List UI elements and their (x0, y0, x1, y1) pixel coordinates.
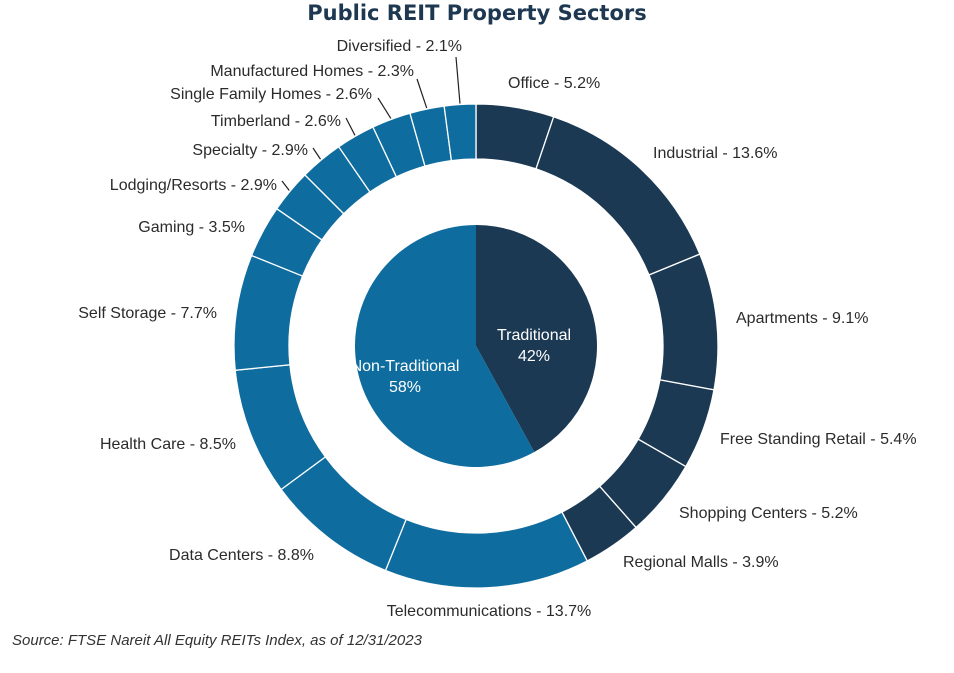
pie-slice-traditional (476, 225, 597, 453)
ring-segment-self-storage (233, 254, 304, 371)
outer-ring (233, 103, 719, 589)
label-free-standing-retail: Free Standing Retail - 5.4% (720, 431, 917, 448)
label-data-centers: Data Centers - 8.8% (169, 547, 314, 564)
pie-label-traditional: Traditional (497, 327, 571, 344)
leader-lines (281, 56, 461, 191)
label-telecommunications: Telecommunications - 13.7% (387, 603, 592, 620)
pie-slice-non-traditional (354, 225, 535, 467)
leader-manufactured-homes (416, 78, 428, 109)
pie-value-traditional: 42% (518, 348, 550, 365)
inner-labels: Traditional 42% Non-Traditional 58% (351, 327, 571, 396)
label-single-family-homes: Single Family Homes - 2.6% (170, 86, 372, 103)
label-gaming: Gaming - 3.5% (138, 219, 245, 236)
label-timberland: Timberland - 2.6% (211, 113, 341, 130)
label-apartments: Apartments - 9.1% (736, 310, 869, 327)
label-specialty: Specialty - 2.9% (192, 142, 308, 159)
pie-label-non-traditional: Non-Traditional (351, 358, 460, 375)
ring-segment-diversified (443, 103, 477, 162)
label-health-care: Health Care - 8.5% (100, 436, 236, 453)
label-regional-malls: Regional Malls - 3.9% (623, 554, 779, 571)
label-diversified: Diversified - 2.1% (337, 38, 462, 55)
chart-title: Public REIT Property Sectors (307, 1, 646, 25)
ring-segment-telecommunications (384, 511, 589, 589)
outer-labels: Office - 5.2% Industrial - 13.6% Apartment… (78, 38, 916, 620)
inner-pie (354, 225, 597, 467)
label-lodging-resorts: Lodging/Resorts - 2.9% (110, 177, 277, 194)
pie-value-non-traditional: 58% (389, 379, 421, 396)
leader-specialty (312, 147, 322, 160)
ring-segment-apartments (648, 253, 719, 391)
ring-segment-industrial (535, 115, 701, 276)
leader-lodging-resorts (281, 180, 290, 191)
label-industrial: Industrial - 13.6% (653, 145, 778, 162)
label-office: Office - 5.2% (508, 75, 600, 92)
leader-diversified (455, 56, 461, 104)
label-self-storage: Self Storage - 7.7% (78, 305, 217, 322)
source-note: Source: FTSE Nareit All Equity REITs Ind… (12, 632, 423, 649)
leader-single-family-homes (377, 97, 392, 119)
leader-timberland (345, 117, 356, 136)
label-shopping-centers: Shopping Centers - 5.2% (679, 505, 858, 522)
label-manufactured-homes: Manufactured Homes - 2.3% (210, 63, 414, 80)
